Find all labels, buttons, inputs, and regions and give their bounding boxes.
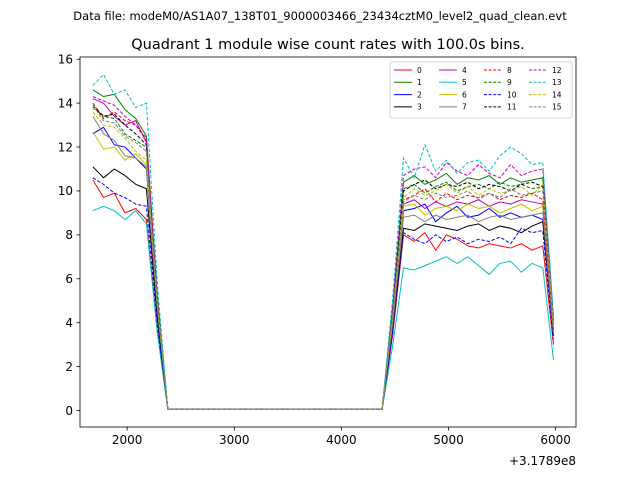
chart-title: Quadrant 1 module wise count rates with …	[131, 37, 525, 53]
y-tick-label: 6	[65, 272, 73, 286]
legend-label-3: 3	[417, 103, 422, 112]
y-axis-ticks: 0 2 4 6 8 10 12 14 16	[58, 52, 80, 418]
x-tick-label: 6000	[540, 433, 571, 447]
plot-lines	[92, 73, 554, 410]
legend-label-7: 7	[462, 103, 467, 112]
legend-label-14: 14	[552, 90, 562, 99]
legend-label-4: 4	[462, 66, 467, 75]
legend-label-11: 11	[507, 103, 517, 112]
x-tick-label: 4000	[326, 433, 357, 447]
legend-label-5: 5	[462, 78, 467, 87]
series-line-14	[92, 111, 554, 410]
legend-label-2: 2	[417, 90, 422, 99]
y-tick-label: 16	[58, 52, 73, 66]
legend-label-13: 13	[552, 78, 562, 87]
x-axis-ticks: 2000 3000 4000 5000 6000	[112, 427, 571, 447]
legend-box	[389, 61, 573, 119]
y-tick-label: 10	[58, 184, 73, 198]
y-tick-label: 0	[65, 404, 73, 418]
x-tick-label: 3000	[219, 433, 250, 447]
suptitle: Data file: modeM0/AS1A07_138T01_90000034…	[73, 9, 567, 23]
y-tick-label: 12	[58, 140, 73, 154]
x-axis-offset-label: +3.1789e8	[509, 454, 576, 468]
legend-label-6: 6	[462, 90, 467, 99]
legend-label-0: 0	[417, 66, 422, 75]
x-tick-label: 5000	[433, 433, 464, 447]
x-tick-label: 2000	[112, 433, 143, 447]
legend-label-1: 1	[417, 78, 422, 87]
legend-label-9: 9	[507, 78, 512, 87]
y-tick-label: 4	[65, 316, 73, 330]
y-tick-label: 8	[65, 228, 73, 242]
y-tick-label: 14	[58, 96, 73, 110]
legend-label-12: 12	[552, 66, 562, 75]
legend-label-15: 15	[552, 103, 562, 112]
axes-frame	[79, 56, 577, 428]
legend-label-8: 8	[507, 66, 512, 75]
y-tick-label: 2	[65, 360, 73, 374]
legend-label-10: 10	[507, 90, 517, 99]
